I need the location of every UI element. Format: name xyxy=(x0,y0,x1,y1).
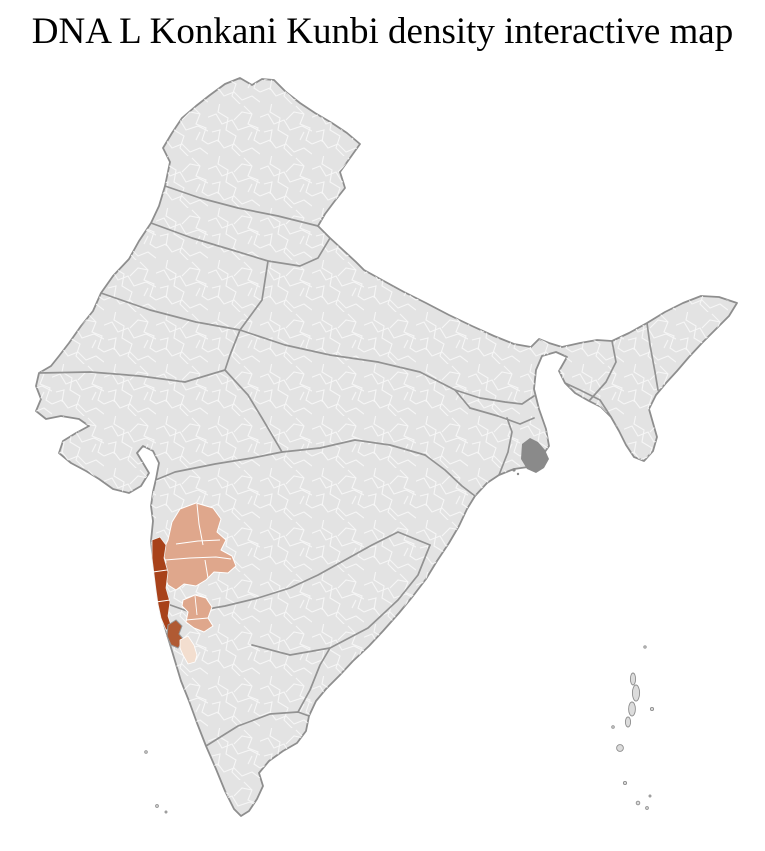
strip-district-lines xyxy=(152,569,171,603)
page-title: DNA L Konkani Kunbi density interactive … xyxy=(31,11,734,52)
region-southern-inland-district[interactable] xyxy=(181,594,214,633)
region-southern-coastal-district[interactable] xyxy=(179,635,198,665)
state-borders xyxy=(38,185,659,747)
highlighted-regions xyxy=(151,438,549,665)
cluster-district-lines xyxy=(164,503,232,579)
region-delta-district[interactable] xyxy=(512,438,549,476)
region-konkan-coastal-strip[interactable] xyxy=(151,536,173,631)
island-chains xyxy=(144,645,655,814)
lakshadweep-islands xyxy=(144,750,168,814)
andaman-islands xyxy=(611,645,655,810)
southern-district-lines xyxy=(185,595,209,621)
